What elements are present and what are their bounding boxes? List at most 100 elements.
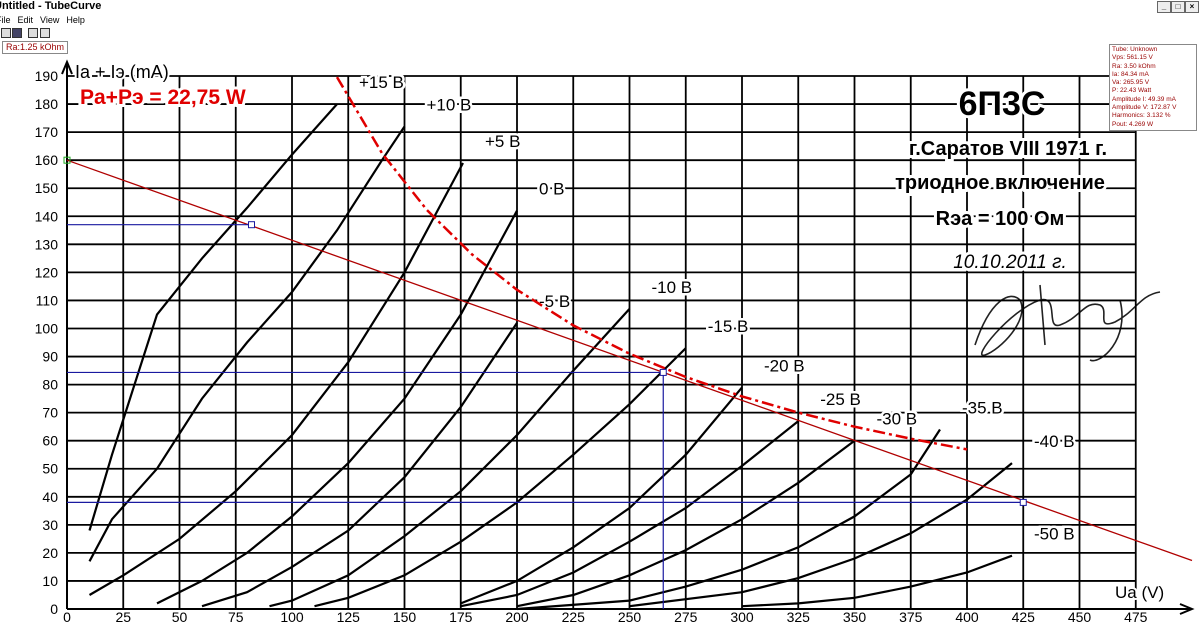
tube-curve — [460, 386, 743, 605]
annotation: Rэа = 100 Ом — [936, 208, 1065, 230]
x-tick-label: 75 — [228, 609, 244, 625]
y-tick-label: 80 — [42, 377, 58, 393]
power-curve — [335, 76, 968, 451]
y-tick-label: 180 — [35, 96, 59, 112]
curve-label: -5 В — [539, 292, 570, 311]
y-tick-label: 0 — [50, 601, 58, 617]
menu-item[interactable]: Help — [66, 15, 85, 25]
y-tick-label: 100 — [35, 320, 59, 336]
tube-curve — [314, 347, 687, 608]
y-tick-label: 90 — [42, 349, 58, 365]
curve-label: 0 В — [539, 180, 565, 199]
x-tick-label: 325 — [787, 609, 811, 625]
y-tick-label: 160 — [35, 152, 59, 168]
y-tick-label: 150 — [35, 180, 59, 196]
menu-item[interactable]: Edit — [17, 15, 34, 25]
tube-curve — [629, 462, 1013, 608]
x-tick-label: 150 — [393, 609, 417, 625]
x-tick-label: 225 — [562, 609, 586, 625]
x-tick-label: 50 — [172, 609, 188, 625]
operating-point — [248, 221, 255, 229]
new-button[interactable] — [1, 28, 11, 38]
tube-curve — [88, 103, 338, 531]
print-button[interactable] — [40, 28, 50, 38]
x-tick-label: 475 — [1124, 609, 1148, 625]
y-tick-label: 170 — [35, 124, 59, 140]
minimize-button[interactable]: _ — [1157, 1, 1171, 13]
curve-label: -20 В — [764, 356, 805, 375]
menu-bar: File Edit View Help — [0, 14, 85, 26]
x-axis-label: Ua (V) — [1115, 583, 1164, 602]
info-line: Ra: 3.50 kOhm — [1112, 62, 1156, 70]
close-button[interactable]: × — [1185, 1, 1199, 13]
annotation: 10.10.2011 г. — [953, 252, 1067, 273]
info-line: Vps: 561.15 V — [1112, 54, 1153, 62]
menu-item[interactable]: File — [0, 15, 11, 25]
curve-label: +10 В — [427, 96, 472, 115]
y-axis-label: Ia + Iэ (mA) — [75, 62, 169, 82]
annotation: Pa+Pэ = 22,75 W — [80, 86, 246, 109]
x-tick-label: 350 — [843, 609, 867, 625]
x-tick-label: 125 — [337, 609, 361, 625]
y-tick-label: 20 — [42, 545, 58, 561]
annotation: триодное включение — [895, 172, 1105, 194]
y-tick-label: 70 — [42, 405, 58, 421]
x-tick-label: 25 — [115, 609, 131, 625]
x-axis-arrow — [1179, 603, 1195, 615]
curve-label: -25 В — [820, 390, 861, 409]
annotation: 6П3С — [959, 85, 1046, 123]
operating-point — [659, 368, 667, 376]
curve-label: -35 В — [962, 398, 1003, 417]
tube-curve — [156, 210, 518, 605]
curve-label: -15 В — [708, 317, 749, 336]
tube-curve — [201, 322, 518, 608]
copy-button[interactable] — [28, 28, 38, 38]
maximize-button[interactable]: □ — [1171, 1, 1185, 13]
title-bar: Untitled - TubeCurve _ □ × — [0, 0, 1200, 13]
tube-curve — [741, 554, 1013, 608]
toolbar — [0, 27, 60, 39]
menu-item[interactable]: View — [40, 15, 60, 25]
info-line: Tube: Unknown — [1112, 46, 1158, 53]
x-tick-label: 375 — [899, 609, 923, 625]
x-tick-label: 275 — [674, 609, 698, 625]
y-tick-label: 40 — [42, 489, 58, 505]
info-line: P: 22.43 Watt — [1112, 87, 1152, 95]
y-tick-label: 50 — [42, 461, 58, 477]
curve-label: -30 В — [877, 410, 918, 429]
curve-label: -40 В — [1034, 432, 1075, 451]
annotation: г.Саратов VIII 1971 г. — [909, 138, 1107, 160]
x-tick-label: 175 — [449, 609, 473, 625]
x-tick-label: 100 — [280, 609, 304, 625]
status-box: Ra:1.25 kOhm — [2, 41, 69, 54]
tube-curve — [460, 420, 799, 608]
info-line: Pout: 4.269 W — [1112, 120, 1154, 128]
info-line: Va: 265.95 V — [1112, 79, 1150, 87]
curve-label: -10 В — [652, 278, 693, 297]
y-tick-label: 190 — [35, 68, 59, 84]
y-tick-label: 130 — [35, 236, 59, 252]
tube-curve — [516, 428, 941, 611]
info-line: Ia: 84.34 mA — [1112, 70, 1149, 78]
info-line: Amplitude V: 172.87 V — [1112, 104, 1177, 112]
curve-label: +15 В — [359, 73, 404, 92]
y-tick-label: 140 — [35, 208, 59, 224]
x-tick-label: 300 — [730, 609, 754, 625]
info-line: Amplitude I: 49.39 mA — [1112, 95, 1176, 103]
x-tick-label: 425 — [1012, 609, 1036, 625]
x-tick-label: 450 — [1068, 609, 1092, 625]
tube-curve — [269, 308, 631, 608]
info-line: Harmonics: 3.132 % — [1112, 112, 1171, 120]
y-tick-label: 110 — [36, 292, 59, 308]
x-tick-label: 0 — [63, 609, 71, 625]
curve-label: -50 В — [1034, 525, 1075, 544]
tube-curve — [516, 439, 856, 608]
x-tick-label: 250 — [618, 609, 642, 625]
save-button[interactable] — [12, 28, 22, 38]
x-tick-label: 400 — [955, 609, 979, 625]
signature — [974, 284, 1161, 362]
operating-point — [1019, 498, 1027, 506]
y-tick-label: 60 — [42, 433, 58, 449]
info-panel: Tube: Unknown Vps: 561.15 V Ra: 3.50 kOhm I… — [1109, 44, 1197, 131]
